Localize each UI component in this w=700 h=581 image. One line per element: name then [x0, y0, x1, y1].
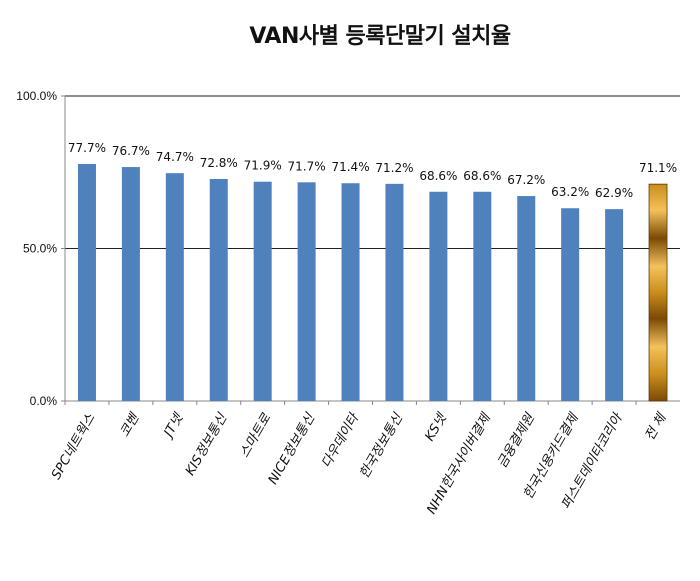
data-label: 72.8%: [200, 156, 238, 170]
category-label: 스마트로: [237, 411, 274, 461]
data-label: 71.9%: [244, 159, 282, 173]
data-label: 74.7%: [156, 150, 194, 164]
data-label: 71.7%: [288, 159, 326, 173]
bar: [77, 164, 96, 401]
category-label: NICE정보통신: [266, 411, 319, 488]
bar: [605, 209, 624, 401]
bar: [209, 178, 228, 401]
data-label: 68.6%: [463, 169, 501, 183]
y-tick-label: 50.0%: [23, 242, 57, 256]
category-label: KIS정보통신: [183, 411, 231, 479]
data-label: 76.7%: [112, 144, 150, 158]
bar: [561, 208, 580, 401]
chart-title: VAN사별 등록단말기 설치율: [249, 24, 511, 49]
data-label: 68.6%: [419, 169, 457, 183]
data-label: 63.2%: [551, 185, 589, 199]
category-label: 코벤: [117, 410, 143, 440]
bar: [253, 181, 272, 401]
data-label: 71.2%: [375, 161, 413, 175]
category-label: SPC네트웍스: [49, 411, 99, 482]
bar: [385, 183, 404, 401]
category-label: 다우데이타: [319, 410, 363, 471]
bar: [297, 182, 316, 401]
y-tick-label: 100.0%: [16, 89, 57, 103]
data-label: 62.9%: [595, 186, 633, 200]
bar: [341, 183, 360, 401]
data-label: 67.2%: [507, 173, 545, 187]
bar: [473, 191, 492, 401]
data-label: 71.4%: [331, 160, 369, 174]
category-label: 전 체: [642, 410, 670, 444]
category-label: JT넷: [160, 410, 187, 442]
bar: [121, 167, 140, 401]
bar: [429, 191, 448, 401]
category-label: KS넷: [422, 410, 450, 444]
category-label: 한국정보통신: [357, 411, 406, 482]
data-label: 71.1%: [639, 161, 677, 175]
category-label: 금융결제원: [495, 411, 538, 471]
data-label: 77.7%: [68, 141, 106, 155]
bar-highlight: [648, 183, 668, 402]
bar: [517, 196, 536, 401]
y-tick-label: 0.0%: [30, 394, 58, 408]
bar: [165, 173, 184, 401]
